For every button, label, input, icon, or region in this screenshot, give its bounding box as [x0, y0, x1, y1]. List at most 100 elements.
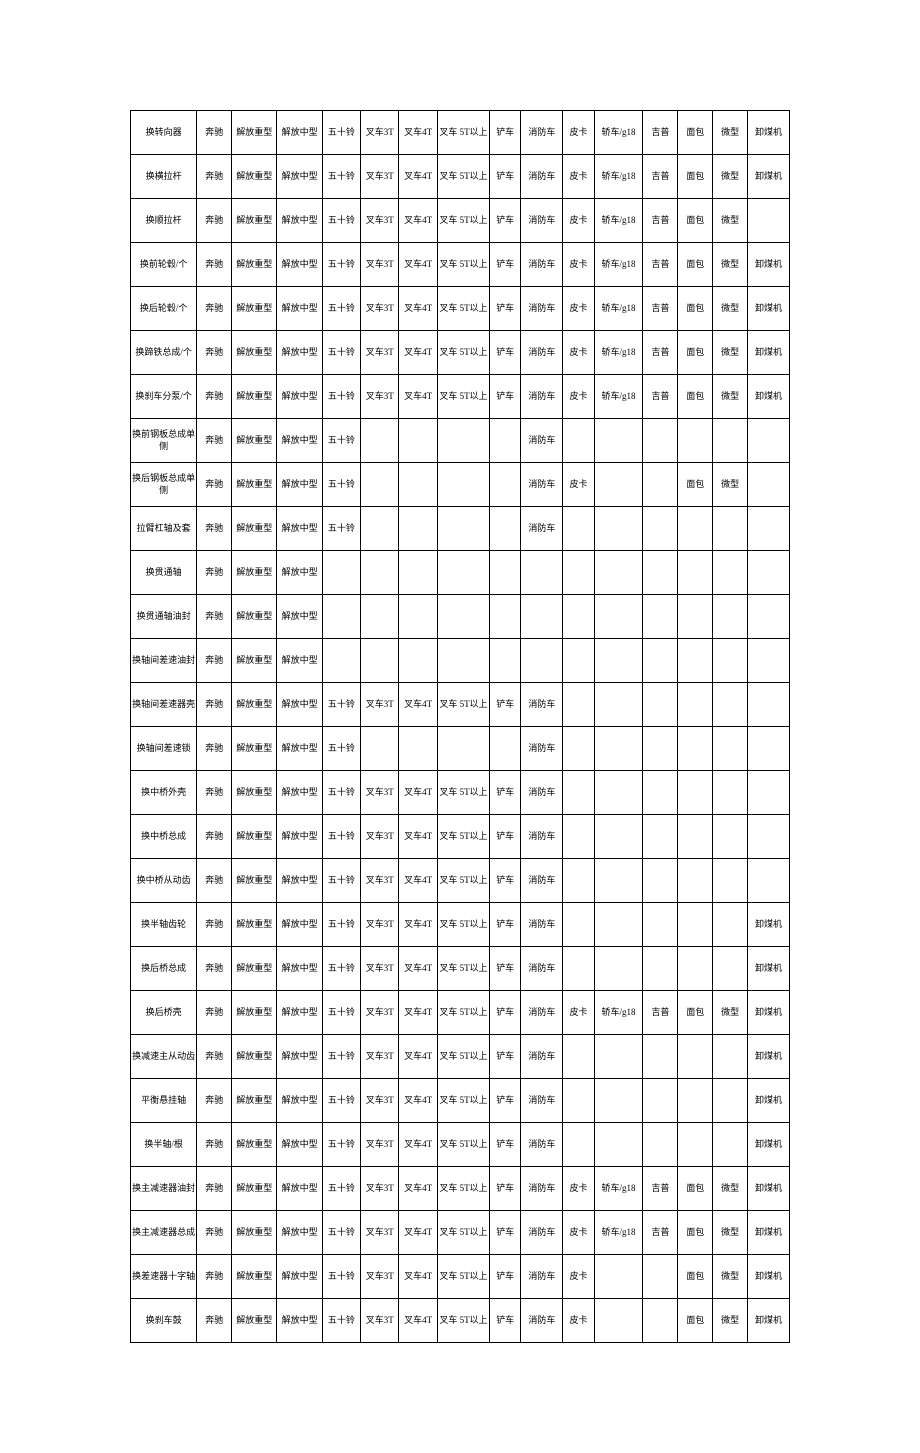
table-cell: [594, 1123, 643, 1167]
table-cell: [563, 1079, 594, 1123]
table-cell: 换半轴齿轮: [131, 903, 197, 947]
table-cell: 五十铃: [322, 243, 360, 287]
table-cell: 叉车3T: [361, 1255, 399, 1299]
table-cell: [643, 1079, 678, 1123]
table-cell: 解放重型: [232, 419, 277, 463]
table-cell: [748, 683, 790, 727]
table-cell: 卸煤机: [748, 1079, 790, 1123]
table-cell: 皮卡: [563, 1255, 594, 1299]
table-cell: 消防车: [521, 419, 563, 463]
table-cell: 消防车: [521, 199, 563, 243]
table-cell: 叉车4T: [399, 683, 437, 727]
table-cell: [563, 551, 594, 595]
table-cell: 叉车 5T以上: [437, 683, 489, 727]
table-cell: [713, 903, 748, 947]
table-cell: 五十铃: [322, 331, 360, 375]
table-cell: 面包: [678, 243, 713, 287]
table-cell: 解放重型: [232, 1167, 277, 1211]
table-cell: [594, 1299, 643, 1343]
table-row: 换前钢板总成单侧奔驰解放重型解放中型五十铃消防车: [131, 419, 790, 463]
table-cell: [563, 947, 594, 991]
table-cell: [643, 419, 678, 463]
table-cell: 奔驰: [197, 683, 232, 727]
table-cell: 奔驰: [197, 1211, 232, 1255]
table-cell: 叉车 5T以上: [437, 1079, 489, 1123]
table-cell: 叉车4T: [399, 287, 437, 331]
table-cell: 解放重型: [232, 1255, 277, 1299]
table-cell: 五十铃: [322, 683, 360, 727]
table-cell: [361, 507, 399, 551]
table-cell: 消防车: [521, 375, 563, 419]
table-cell: 面包: [678, 1211, 713, 1255]
table-cell: 消防车: [521, 111, 563, 155]
table-cell: 叉车 5T以上: [437, 199, 489, 243]
table-cell: [713, 1035, 748, 1079]
table-cell: 五十铃: [322, 1211, 360, 1255]
table-cell: 叉车4T: [399, 1299, 437, 1343]
table-cell: 解放重型: [232, 243, 277, 287]
table-cell: 五十铃: [322, 947, 360, 991]
table-cell: [678, 1123, 713, 1167]
table-cell: [361, 727, 399, 771]
table-cell: 解放重型: [232, 331, 277, 375]
table-row: 换主减速器总成奔驰解放重型解放中型五十铃叉车3T叉车4T叉车 5T以上铲车消防车…: [131, 1211, 790, 1255]
table-cell: [399, 639, 437, 683]
table-cell: 铲车: [490, 991, 521, 1035]
table-cell: 铲车: [490, 287, 521, 331]
table-cell: [643, 551, 678, 595]
table-cell: [678, 639, 713, 683]
table-cell: 叉车 5T以上: [437, 859, 489, 903]
table-cell: 换中桥总成: [131, 815, 197, 859]
table-cell: 五十铃: [322, 1299, 360, 1343]
table-cell: 换后轮毂/个: [131, 287, 197, 331]
table-cell: 铲车: [490, 1167, 521, 1211]
table-cell: 皮卡: [563, 243, 594, 287]
table-cell: 吉普: [643, 243, 678, 287]
table-cell: [713, 1123, 748, 1167]
table-cell: 解放重型: [232, 199, 277, 243]
table-cell: [748, 859, 790, 903]
table-cell: 叉车3T: [361, 683, 399, 727]
table-cell: [678, 507, 713, 551]
table-cell: 奔驰: [197, 1255, 232, 1299]
table-cell: [643, 683, 678, 727]
table-cell: 换贯通轴: [131, 551, 197, 595]
table-cell: 消防车: [521, 1035, 563, 1079]
table-row: 换后钢板总成单侧奔驰解放重型解放中型五十铃消防车皮卡面包微型: [131, 463, 790, 507]
table-cell: 叉车3T: [361, 1123, 399, 1167]
table-cell: [361, 639, 399, 683]
table-cell: [713, 507, 748, 551]
table-cell: 叉车4T: [399, 1255, 437, 1299]
table-cell: [594, 551, 643, 595]
table-cell: 叉车4T: [399, 903, 437, 947]
table-cell: 皮卡: [563, 331, 594, 375]
table-cell: [563, 683, 594, 727]
table-cell: 铲车: [490, 1299, 521, 1343]
table-cell: [643, 947, 678, 991]
table-cell: 铲车: [490, 243, 521, 287]
table-row: 换中桥从动齿奔驰解放重型解放中型五十铃叉车3T叉车4T叉车 5T以上铲车消防车: [131, 859, 790, 903]
table-cell: 解放重型: [232, 1299, 277, 1343]
table-cell: 解放重型: [232, 1123, 277, 1167]
table-cell: 皮卡: [563, 287, 594, 331]
table-row: 换刹车鼓奔驰解放重型解放中型五十铃叉车3T叉车4T叉车 5T以上铲车消防车皮卡面…: [131, 1299, 790, 1343]
table-cell: 奔驰: [197, 1299, 232, 1343]
table-cell: 吉普: [643, 155, 678, 199]
table-cell: 奔驰: [197, 1035, 232, 1079]
table-cell: 叉车3T: [361, 287, 399, 331]
table-cell: [490, 595, 521, 639]
table-cell: 解放重型: [232, 639, 277, 683]
table-cell: 解放中型: [277, 1123, 322, 1167]
table-cell: 铲车: [490, 1079, 521, 1123]
table-cell: [643, 859, 678, 903]
table-cell: 消防车: [521, 947, 563, 991]
table-cell: 解放中型: [277, 155, 322, 199]
table-cell: [399, 727, 437, 771]
table-row: 平衡悬挂轴奔驰解放重型解放中型五十铃叉车3T叉车4T叉车 5T以上铲车消防车卸煤…: [131, 1079, 790, 1123]
table-cell: 皮卡: [563, 991, 594, 1035]
table-cell: [643, 463, 678, 507]
table-cell: 叉车 5T以上: [437, 903, 489, 947]
table-cell: [713, 859, 748, 903]
table-cell: 解放中型: [277, 1299, 322, 1343]
table-cell: 轿车/g18: [594, 111, 643, 155]
